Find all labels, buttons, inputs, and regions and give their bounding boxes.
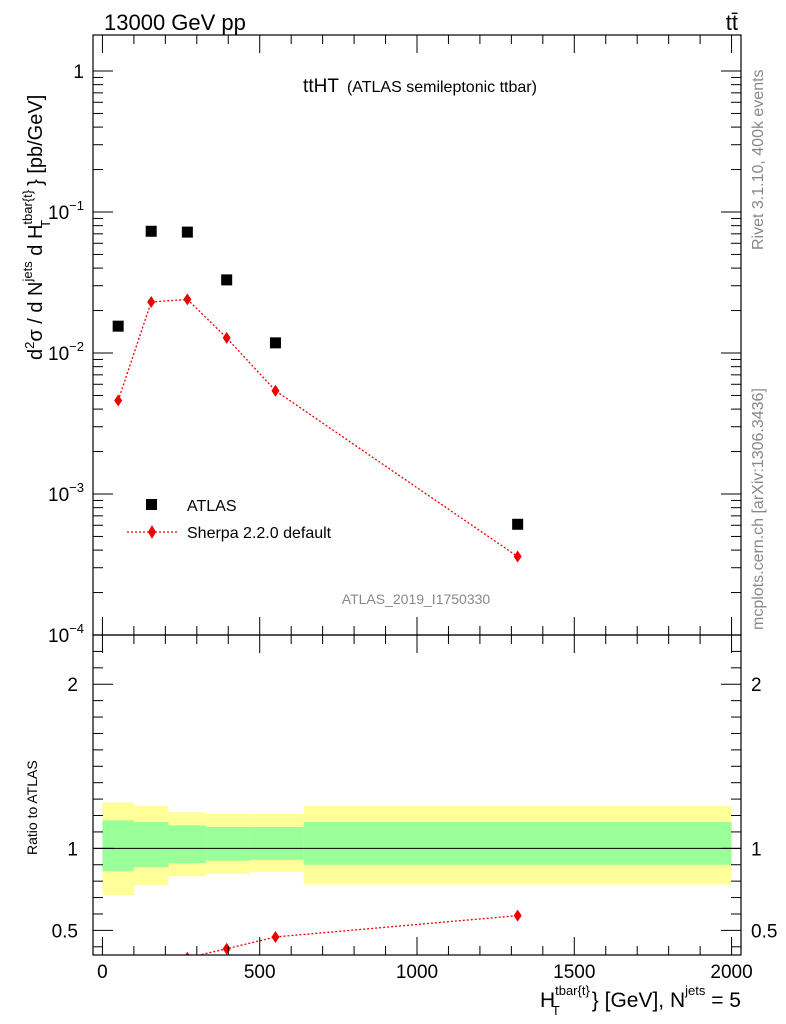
xtick-label: 1000	[396, 962, 438, 983]
ratio-ytick-label: 2	[67, 675, 78, 696]
sherpa-point	[147, 295, 156, 308]
sherpa-point	[271, 384, 280, 397]
plot-title: ttHT (ATLAS semileptonic ttbar)	[303, 76, 537, 97]
legend-atlas-label: ATLAS	[187, 498, 237, 515]
ratio-sherpa-point	[185, 951, 190, 955]
atlas-point	[112, 320, 124, 332]
main-ytick-label: 10−4	[48, 621, 84, 647]
header-right: tt̄	[726, 10, 738, 35]
legend: ATLAS Sherpa 2.2.0 default	[127, 498, 332, 542]
main-ylabel: d2σ / d Njets d Htbar{t} T} [pb/GeV]	[20, 95, 53, 360]
source-label: mcplots.cern.ch [arXiv:1306.3436]	[750, 388, 767, 630]
ratio-inner-band	[102, 820, 134, 872]
atlas-point	[221, 274, 233, 286]
atlas-point	[181, 226, 193, 238]
ratio-frame	[92, 634, 742, 956]
sherpa-point	[222, 331, 231, 344]
ratio-sherpa-point	[513, 909, 522, 922]
ratio-ytick-label: 0.5	[52, 921, 78, 942]
ratio-axes: 0.5 0.5 1 1 2 2 0 500 1000 1500 2000	[52, 635, 777, 983]
ratio-sherpa-point	[222, 942, 231, 955]
ratio-inner-band	[206, 827, 251, 861]
plot-title-main: ttHT	[303, 76, 339, 97]
header-left: 13000 GeV pp	[104, 10, 246, 35]
sherpa-line	[117, 298, 519, 558]
ratio-inner-band	[133, 822, 169, 868]
ratio-inner-band	[303, 822, 732, 865]
atlas-point	[269, 337, 281, 349]
ratio-inner-band	[168, 825, 207, 864]
xtick-label: 500	[244, 962, 276, 983]
ratio-ytick-label-right: 1	[751, 839, 762, 860]
sherpa-point	[183, 293, 192, 306]
atlas-point	[512, 518, 524, 530]
xlabel: Htbar{t} T} [GeV], Njets = 5	[540, 983, 741, 1018]
analysis-tag: ATLAS_2019_I1750330	[342, 591, 491, 607]
legend-sherpa-label: Sherpa 2.2.0 default	[187, 525, 332, 542]
main-ytick-label: 10−3	[48, 480, 84, 506]
legend-sherpa-marker	[148, 525, 156, 539]
ratio-sherpa-point	[271, 930, 280, 943]
ratio-ylabel: Ratio to ATLAS	[24, 760, 40, 855]
main-ytick-label: 10−1	[48, 198, 84, 224]
sherpa-point	[114, 394, 123, 407]
ratio-sherpa-line	[196, 914, 518, 955]
main-axes: 1 10−1 10−2 10−3 10−4	[48, 35, 741, 647]
atlas-point	[145, 225, 157, 237]
xtick-label: 2000	[710, 962, 752, 983]
xtick-label: 0	[97, 962, 108, 983]
main-marks	[112, 225, 524, 563]
ratio-sherpa-point	[151, 954, 152, 955]
legend-atlas-marker	[146, 499, 157, 510]
ratio-ytick-label-right: 2	[751, 675, 762, 696]
main-frame	[92, 34, 742, 636]
sherpa-point	[513, 550, 522, 563]
rivet-version-label: Rivet 3.1.10, 400k events	[750, 69, 767, 250]
ratio-marks	[114, 909, 522, 969]
ratio-ytick-label: 1	[67, 839, 78, 860]
xtick-label: 1500	[553, 962, 595, 983]
ratio-sherpa-point	[114, 957, 122, 969]
ratio-ytick-label-right: 0.5	[751, 921, 777, 942]
main-ytick-label: 1	[73, 62, 84, 83]
ratio-inner-band	[250, 827, 304, 860]
main-ytick-label: 10−2	[48, 339, 84, 365]
plot-title-detail: (ATLAS semileptonic ttbar)	[347, 79, 537, 96]
